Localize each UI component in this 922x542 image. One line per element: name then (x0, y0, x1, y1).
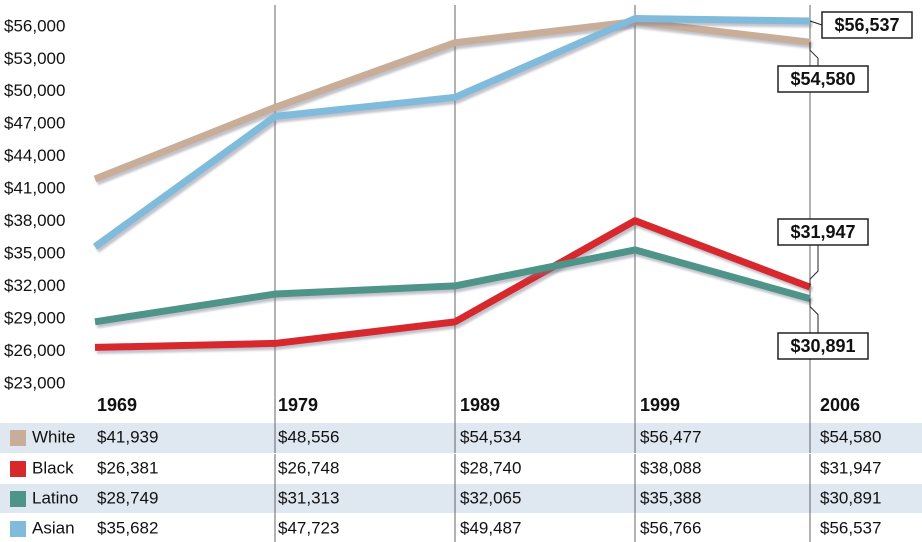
table-cell: $49,487 (460, 518, 521, 537)
line (93, 18, 811, 183)
y-tick-label: $29,000 (4, 309, 65, 328)
line (94, 217, 812, 351)
x-tick-label: 1979 (278, 395, 318, 415)
y-tick-label: $41,000 (4, 179, 65, 198)
table-cell: $38,088 (640, 458, 701, 477)
table-cell: $54,534 (460, 427, 521, 446)
table-cell: $41,939 (97, 427, 158, 446)
legend-label: Black (32, 458, 74, 477)
callout-label: $31,947 (790, 222, 855, 242)
table-cell: $54,580 (820, 427, 881, 446)
table-cell: $56,766 (640, 518, 701, 537)
y-tick-label: $32,000 (4, 276, 65, 295)
callout-label: $30,891 (790, 336, 855, 356)
y-tick-label: $23,000 (4, 373, 65, 392)
callout-label: $54,580 (790, 69, 855, 89)
table-cell: $31,947 (820, 458, 881, 477)
y-tick-label: $47,000 (4, 114, 65, 133)
y-tick-label: $56,000 (4, 16, 65, 35)
legend-swatch (10, 461, 26, 477)
callout-box (777, 65, 869, 93)
column-dividers (0, 5, 922, 542)
row-band (0, 423, 922, 453)
table-cell: $35,682 (97, 518, 158, 537)
callout-connector (809, 42, 819, 66)
table-cell: $26,748 (278, 458, 339, 477)
legend-label: White (32, 427, 75, 446)
table-cell: $30,891 (820, 488, 881, 507)
legend-swatch (10, 491, 26, 507)
callout-box (821, 11, 913, 39)
table-cell: $35,388 (640, 488, 701, 507)
y-tick-label: $53,000 (4, 49, 65, 68)
table-cell: $47,723 (278, 518, 339, 537)
y-tick-label: $35,000 (4, 244, 65, 263)
callout-connector (809, 20, 823, 26)
callout-box (777, 218, 869, 246)
table-cell: $28,749 (97, 488, 158, 507)
table-cell: $48,556 (278, 427, 339, 446)
table-cell: $31,313 (278, 488, 339, 507)
line (92, 15, 811, 250)
y-tick-label: $26,000 (4, 341, 65, 360)
legend-swatch (10, 521, 26, 537)
y-tick-label: $50,000 (4, 81, 65, 100)
table-cell: $56,477 (640, 427, 701, 446)
table-cell: $28,740 (460, 458, 521, 477)
x-tick-label: 1989 (460, 395, 500, 415)
callout-box (777, 332, 869, 360)
x-tick-label: 1999 (640, 395, 680, 415)
legend-swatch (10, 430, 26, 446)
table-cell: $26,381 (97, 458, 158, 477)
x-tick-label: 1969 (97, 395, 137, 415)
table-cell: $56,537 (820, 518, 881, 537)
y-tick-label: $44,000 (4, 146, 65, 165)
y-tick-label: $38,000 (4, 211, 65, 230)
callout-connector (809, 298, 819, 333)
callout-label: $56,537 (834, 15, 899, 35)
line (94, 246, 811, 326)
legend-label: Asian (32, 518, 75, 537)
row-band (0, 484, 922, 513)
x-tick-label: 2006 (820, 395, 860, 415)
legend-label: Latino (32, 488, 78, 507)
table-cell: $32,065 (460, 488, 521, 507)
callout-connector (809, 245, 819, 288)
